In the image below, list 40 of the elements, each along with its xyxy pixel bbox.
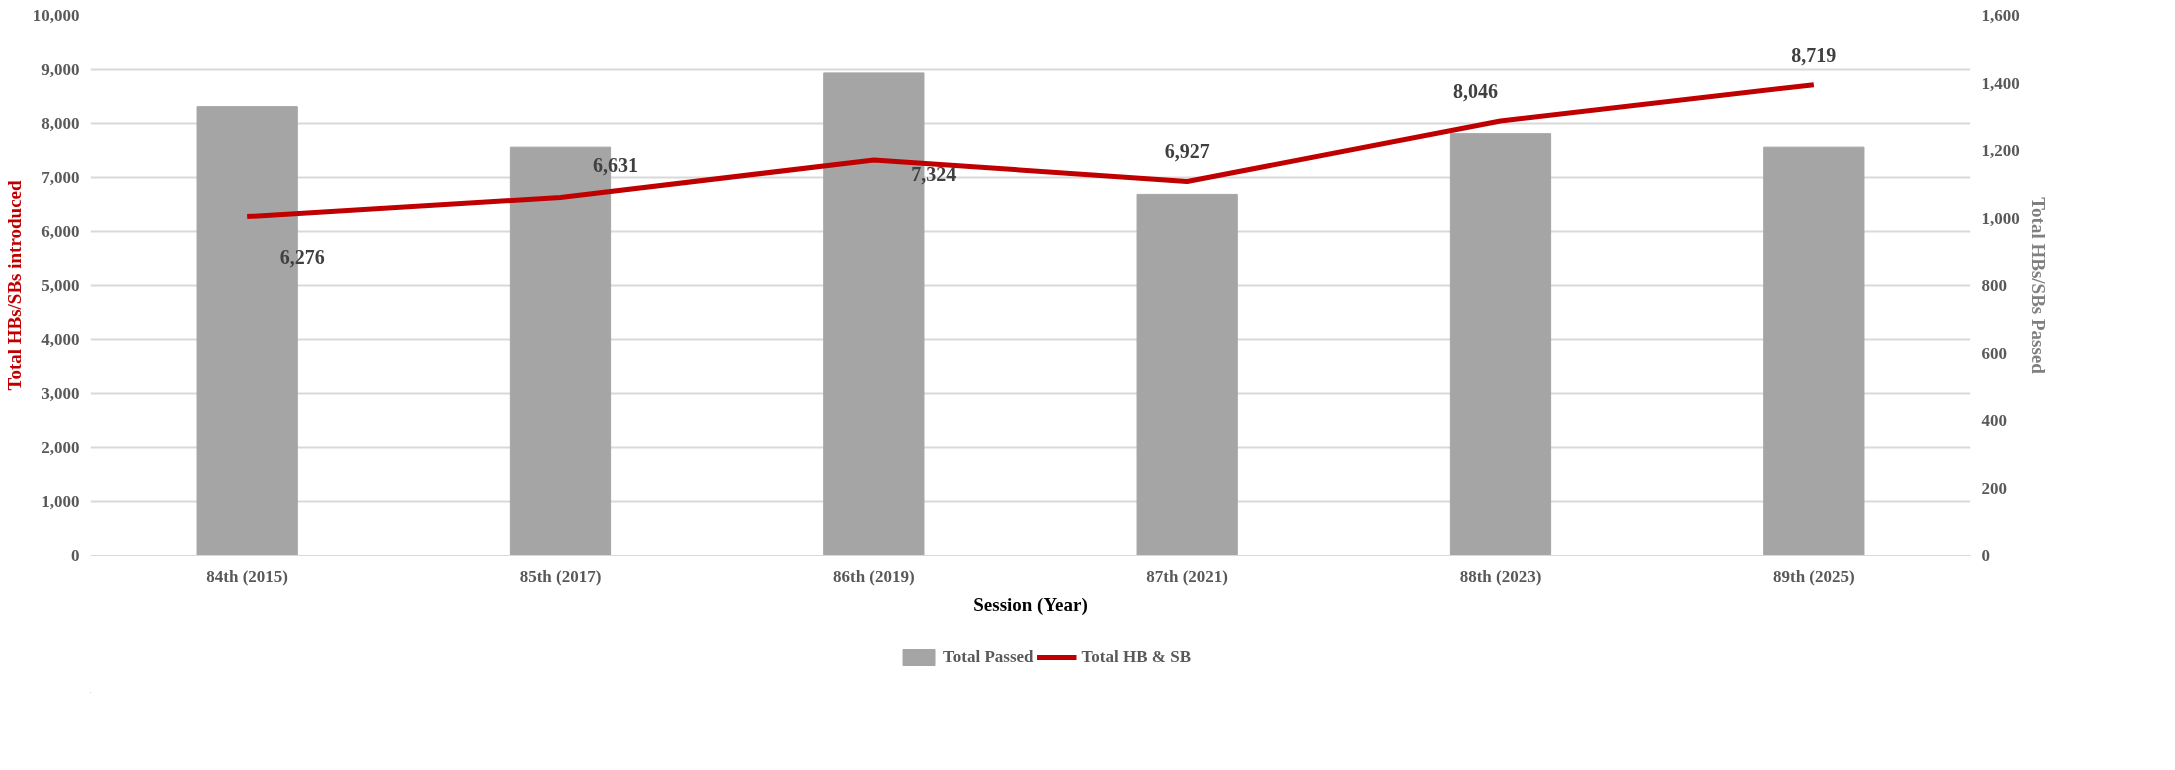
x-axis-title: Session (Year)	[973, 593, 1088, 616]
data-label: 6,276	[279, 245, 325, 268]
y-tick-label: 4,000	[41, 330, 80, 349]
y2-tick-label: 400	[1981, 411, 2007, 430]
bar	[1449, 133, 1552, 556]
y-tick-label: 1,000	[41, 492, 80, 511]
data-label: 6,631	[593, 154, 638, 177]
x-tick-label: 87th (2021)	[1146, 566, 1229, 586]
y-tick-label: 5,000	[41, 276, 80, 295]
y-axis-title: Total HBs/SBs introduced	[3, 180, 25, 391]
y2-tick-label: 1,200	[1981, 141, 2020, 160]
y2-tick-label: 1,600	[1981, 6, 2020, 25]
y-tick-label: 6,000	[41, 222, 80, 241]
y-tick-label: 0	[71, 546, 80, 565]
legend-label: Total HB & SB	[1081, 647, 1191, 667]
data-label: 6,927	[1164, 140, 1210, 163]
y-tick-label: 10,000	[32, 6, 80, 25]
y2-tick-label: 600	[1981, 343, 2007, 363]
y-tick-label: 9,000	[41, 60, 80, 79]
bar	[1136, 193, 1238, 556]
legend-label: Total Passed	[943, 647, 1034, 667]
y2-tick-label: 800	[1981, 276, 2007, 295]
x-tick-label: 89th (2025)	[1772, 566, 1855, 586]
data-label: 8,719	[1791, 43, 1837, 66]
y-tick-label: 8,000	[41, 114, 80, 133]
y2-tick-label: 0	[1981, 546, 1990, 565]
y2-tick-label: 1,400	[1981, 73, 2020, 93]
data-label: 7,324	[911, 163, 957, 185]
y-tick-label: 3,000	[41, 384, 80, 403]
y2-tick-label: 1,000	[1981, 208, 2020, 228]
y-tick-label: 7,000	[41, 168, 80, 187]
data-label: 8,046	[1453, 80, 1498, 103]
x-tick-label: 84th (2015)	[206, 566, 289, 586]
bar	[1763, 146, 1865, 556]
y-tick-label: 2,000	[41, 438, 80, 457]
x-tick-label: 85th (2017)	[519, 566, 602, 586]
x-tick-label: 88th (2023)	[1459, 566, 1542, 586]
x-tick-label: 86th (2019)	[832, 566, 915, 586]
y2-tick-label: 200	[1981, 478, 2007, 498]
y2-axis-title: Total HBs/SBs Passed	[2027, 197, 2049, 375]
